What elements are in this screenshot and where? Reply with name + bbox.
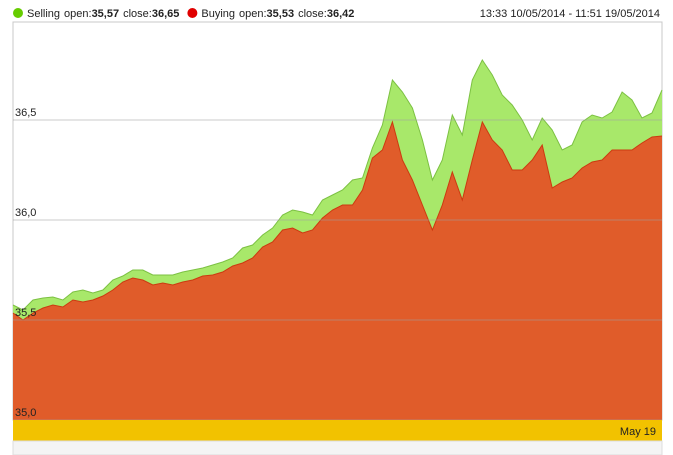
area [13, 122, 662, 420]
legend-name: Buying [201, 8, 235, 20]
legend-open: 35,53 [267, 8, 295, 20]
legend-close-text: close: [298, 8, 327, 20]
area-line [12, 59, 663, 311]
legend-open: 35,57 [92, 8, 120, 20]
x-band-label: May 19 [620, 426, 656, 438]
legend-dot [13, 8, 23, 18]
x-band [13, 420, 662, 441]
legend-close-text: close: [123, 8, 152, 20]
legend-entry: Selling open:35,57 close:36,65 [27, 8, 179, 20]
y-tick-label: 35,5 [15, 307, 36, 319]
y-tick-label: 36,5 [15, 107, 36, 119]
y-tick-label: 35,0 [15, 407, 36, 419]
legend-open-text: open: [239, 8, 267, 20]
date-range: 13:33 10/05/2014 - 11:51 19/05/2014 [480, 8, 660, 20]
scroll-area [12, 440, 663, 455]
legend-dot [187, 8, 198, 18]
legend-close: 36,65 [152, 8, 180, 20]
legend-close: 36,42 [327, 8, 355, 20]
y-tick-label: 36,0 [15, 207, 36, 219]
legend-open-text: open: [64, 8, 92, 20]
legend-entry: Buying open:35,53 close:36,42 [201, 8, 354, 20]
legend-name: Selling [27, 8, 60, 20]
area-line [12, 120, 663, 321]
